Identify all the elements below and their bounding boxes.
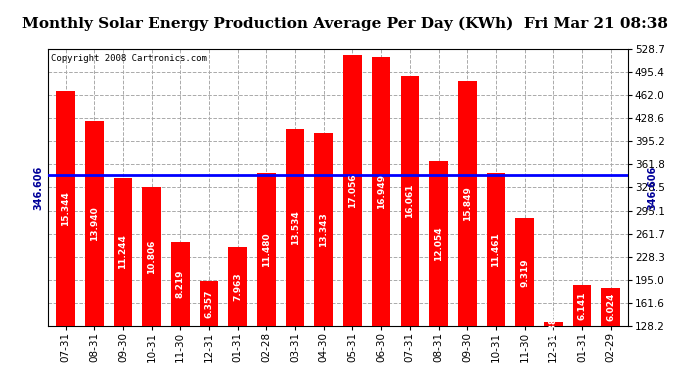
Bar — [114, 178, 132, 375]
Bar — [286, 129, 304, 375]
Text: 12.054: 12.054 — [434, 226, 443, 261]
Bar — [199, 281, 218, 375]
Text: 10.806: 10.806 — [147, 239, 156, 274]
Bar — [315, 134, 333, 375]
Text: 9.319: 9.319 — [520, 258, 529, 286]
Text: 15.344: 15.344 — [61, 191, 70, 226]
Text: 13.343: 13.343 — [319, 213, 328, 247]
Text: 11.244: 11.244 — [119, 234, 128, 269]
Text: 13.534: 13.534 — [290, 210, 299, 245]
Text: Monthly Solar Energy Production Average Per Day (KWh)  Fri Mar 21 08:38: Monthly Solar Energy Production Average … — [22, 17, 668, 31]
Text: 8.219: 8.219 — [176, 270, 185, 298]
Bar — [142, 187, 161, 375]
Text: Copyright 2008 Cartronics.com: Copyright 2008 Cartronics.com — [51, 54, 207, 63]
Bar — [602, 288, 620, 375]
Text: 13.940: 13.940 — [90, 206, 99, 241]
Bar — [228, 247, 247, 375]
Bar — [56, 91, 75, 375]
Bar — [257, 173, 276, 375]
Text: 15.849: 15.849 — [463, 186, 472, 221]
Text: 6.024: 6.024 — [607, 293, 615, 321]
Text: 346.606: 346.606 — [33, 165, 43, 210]
Bar — [573, 285, 591, 375]
Text: 6.141: 6.141 — [578, 292, 586, 320]
Text: 16.061: 16.061 — [405, 184, 414, 218]
Bar — [486, 173, 505, 375]
Bar — [515, 218, 534, 375]
Text: 17.056: 17.056 — [348, 173, 357, 208]
Bar — [544, 322, 562, 375]
Bar — [372, 57, 391, 375]
Bar — [429, 160, 448, 375]
Text: 11.461: 11.461 — [491, 232, 500, 267]
Text: 346.606: 346.606 — [647, 165, 657, 210]
Text: 4.389: 4.389 — [549, 310, 558, 339]
Bar — [458, 81, 477, 375]
Bar — [400, 76, 419, 375]
Text: 6.357: 6.357 — [204, 290, 213, 318]
Bar — [85, 121, 104, 375]
Bar — [343, 55, 362, 375]
Text: 7.963: 7.963 — [233, 272, 242, 301]
Text: 16.949: 16.949 — [377, 174, 386, 209]
Text: 11.480: 11.480 — [262, 232, 271, 267]
Bar — [171, 242, 190, 375]
